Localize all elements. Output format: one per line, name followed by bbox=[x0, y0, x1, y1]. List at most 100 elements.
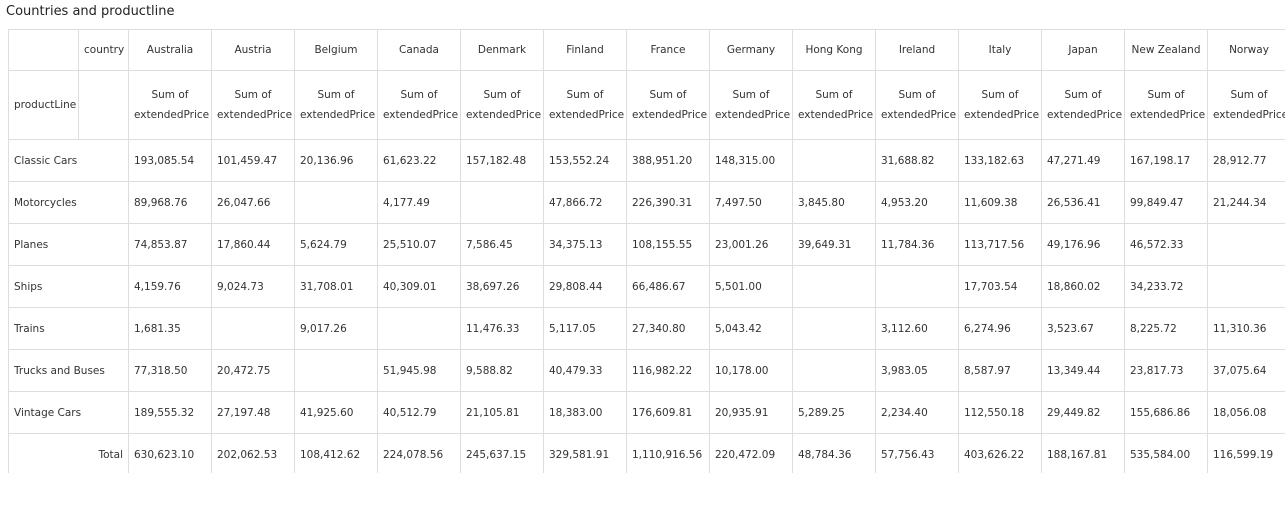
value-cell: 41,925.60 bbox=[294, 391, 378, 434]
measure-header: Sum of extendedPrice bbox=[294, 70, 378, 140]
total-cell: 245,637.15 bbox=[460, 433, 544, 473]
table-row: Trains 1,681.35 9,017.26 11,476.33 5,117.05 2… bbox=[8, 307, 1285, 350]
table-row: productLine Sum of extendedPrice Sum of ex… bbox=[8, 70, 1285, 140]
value-cell: 77,318.50 bbox=[128, 349, 212, 392]
total-cell: 329,581.91 bbox=[543, 433, 627, 473]
value-cell bbox=[792, 139, 876, 182]
value-cell: 37,075.64 bbox=[1207, 349, 1285, 392]
value-cell: 20,136.96 bbox=[294, 139, 378, 182]
total-cell: 220,472.09 bbox=[709, 433, 793, 473]
value-cell: 4,953.20 bbox=[875, 181, 959, 224]
value-cell bbox=[211, 307, 295, 350]
pivot-container: country Australia Austria Belgium Canada Denm… bbox=[8, 29, 1285, 473]
table-row: Planes 74,853.87 17,860.44 5,624.79 25,510.0… bbox=[8, 223, 1285, 266]
measure-header: Sum of extendedPrice bbox=[377, 70, 461, 140]
row-label: Vintage Cars bbox=[8, 391, 129, 434]
column-header: Japan bbox=[1041, 29, 1125, 71]
row-label: Trains bbox=[8, 307, 129, 350]
total-cell: 48,784.36 bbox=[792, 433, 876, 473]
value-cell: 11,609.38 bbox=[958, 181, 1042, 224]
value-cell: 26,047.66 bbox=[211, 181, 295, 224]
row-label: Ships bbox=[8, 265, 129, 308]
row-field: productLine bbox=[8, 70, 79, 140]
value-cell: 4,159.76 bbox=[128, 265, 212, 308]
value-cell: 113,717.56 bbox=[958, 223, 1042, 266]
measure-header: Sum of extendedPrice bbox=[958, 70, 1042, 140]
value-cell: 108,155.55 bbox=[626, 223, 710, 266]
value-cell: 49,176.96 bbox=[1041, 223, 1125, 266]
value-cell: 34,375.13 bbox=[543, 223, 627, 266]
value-cell: 23,817.73 bbox=[1124, 349, 1208, 392]
value-cell bbox=[1207, 223, 1285, 266]
value-cell: 9,024.73 bbox=[211, 265, 295, 308]
value-cell: 13,349.44 bbox=[1041, 349, 1125, 392]
value-cell: 155,686.86 bbox=[1124, 391, 1208, 434]
row-label: Trucks and Buses bbox=[8, 349, 129, 392]
value-cell bbox=[377, 307, 461, 350]
table-row: Vintage Cars 189,555.32 27,197.48 41,925.60… bbox=[8, 391, 1285, 434]
value-cell: 51,945.98 bbox=[377, 349, 461, 392]
total-cell: 116,599.19 bbox=[1207, 433, 1285, 473]
value-cell: 47,271.49 bbox=[1041, 139, 1125, 182]
measure-header: Sum of extendedPrice bbox=[1124, 70, 1208, 140]
value-cell: 28,912.77 bbox=[1207, 139, 1285, 182]
value-cell: 11,784.36 bbox=[875, 223, 959, 266]
total-label: Total bbox=[8, 433, 129, 473]
pivot-table: country Australia Austria Belgium Canada Denm… bbox=[8, 29, 1285, 473]
value-cell bbox=[792, 349, 876, 392]
column-header: Germany bbox=[709, 29, 793, 71]
corner-cell bbox=[8, 29, 79, 71]
value-cell: 8,587.97 bbox=[958, 349, 1042, 392]
value-cell: 66,486.67 bbox=[626, 265, 710, 308]
row-label: Planes bbox=[8, 223, 129, 266]
row-label: Motorcycles bbox=[8, 181, 129, 224]
column-header: Finland bbox=[543, 29, 627, 71]
value-cell: 29,449.82 bbox=[1041, 391, 1125, 434]
measure-header: Sum of extendedPrice bbox=[1041, 70, 1125, 140]
value-cell: 25,510.07 bbox=[377, 223, 461, 266]
value-cell: 1,681.35 bbox=[128, 307, 212, 350]
measure-header: Sum of extendedPrice bbox=[792, 70, 876, 140]
value-cell: 74,853.87 bbox=[128, 223, 212, 266]
row-label: Classic Cars bbox=[8, 139, 129, 182]
table-row: Total 630,623.10 202,062.53 108,412.62 224,0… bbox=[8, 433, 1285, 473]
value-cell: 133,182.63 bbox=[958, 139, 1042, 182]
value-cell bbox=[1207, 265, 1285, 308]
table-row: Motorcycles 89,968.76 26,047.66 4,177.49 47,… bbox=[8, 181, 1285, 224]
measure-header: Sum of extendedPrice bbox=[460, 70, 544, 140]
value-cell: 101,459.47 bbox=[211, 139, 295, 182]
value-cell: 11,476.33 bbox=[460, 307, 544, 350]
table-row: country Australia Austria Belgium Canada Denm… bbox=[8, 29, 1285, 71]
total-cell: 1,110,916.56 bbox=[626, 433, 710, 473]
value-cell: 5,501.00 bbox=[709, 265, 793, 308]
measure-header: Sum of extendedPrice bbox=[875, 70, 959, 140]
value-cell: 61,623.22 bbox=[377, 139, 461, 182]
column-header: Australia bbox=[128, 29, 212, 71]
value-cell: 157,182.48 bbox=[460, 139, 544, 182]
value-cell: 18,056.08 bbox=[1207, 391, 1285, 434]
total-cell: 403,626.22 bbox=[958, 433, 1042, 473]
column-header: Belgium bbox=[294, 29, 378, 71]
total-cell: 630,623.10 bbox=[128, 433, 212, 473]
value-cell: 27,197.48 bbox=[211, 391, 295, 434]
value-cell: 17,860.44 bbox=[211, 223, 295, 266]
value-cell: 3,845.80 bbox=[792, 181, 876, 224]
column-header: Canada bbox=[377, 29, 461, 71]
value-cell: 388,951.20 bbox=[626, 139, 710, 182]
table-row: Classic Cars 193,085.54 101,459.47 20,136.9… bbox=[8, 139, 1285, 182]
value-cell: 47,866.72 bbox=[543, 181, 627, 224]
value-cell: 3,112.60 bbox=[875, 307, 959, 350]
value-cell: 11,310.36 bbox=[1207, 307, 1285, 350]
value-cell bbox=[460, 181, 544, 224]
measure-header: Sum of extendedPrice bbox=[543, 70, 627, 140]
value-cell: 20,472.75 bbox=[211, 349, 295, 392]
value-cell: 5,624.79 bbox=[294, 223, 378, 266]
value-cell: 18,383.00 bbox=[543, 391, 627, 434]
value-cell: 189,555.32 bbox=[128, 391, 212, 434]
total-cell: 535,584.00 bbox=[1124, 433, 1208, 473]
column-header: Italy bbox=[958, 29, 1042, 71]
value-cell: 34,233.72 bbox=[1124, 265, 1208, 308]
value-cell: 193,085.54 bbox=[128, 139, 212, 182]
value-cell: 31,708.01 bbox=[294, 265, 378, 308]
